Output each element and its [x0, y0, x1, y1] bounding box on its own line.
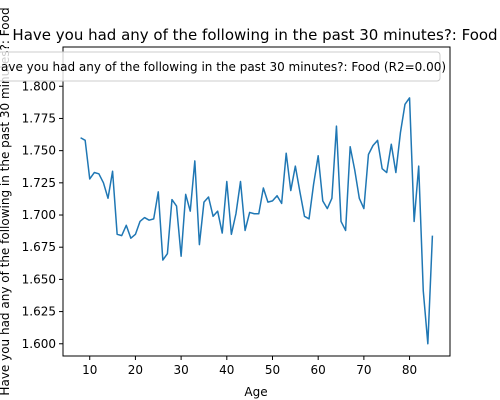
legend: Have you had any of the following in the… — [0, 51, 446, 82]
x-tick-label: 40 — [219, 363, 234, 377]
y-tick-label: 1.725 — [22, 176, 56, 190]
legend-entry: Have you had any of the following in the… — [0, 60, 446, 74]
x-tick-label: 60 — [311, 363, 326, 377]
y-tick-label: 1.775 — [22, 111, 56, 125]
y-tick-label: 1.700 — [22, 208, 56, 222]
x-tick-label: 30 — [173, 363, 188, 377]
x-tick-label: 50 — [265, 363, 280, 377]
x-tick-label: 10 — [82, 363, 97, 377]
y-tick-label: 1.625 — [22, 305, 56, 319]
plot-area — [62, 46, 451, 357]
plot-frame — [62, 46, 451, 357]
y-tick-label: 1.650 — [22, 272, 56, 286]
y-tick-label: 1.750 — [22, 144, 56, 158]
y-axis-label: Have you had any of the following in the… — [0, 7, 12, 395]
x-axis-label: Age — [244, 385, 267, 399]
series-layer — [80, 97, 434, 345]
x-axis: 10 20 30 40 50 60 70 80 — [82, 356, 417, 377]
series-line-0 — [80, 97, 434, 345]
chart-title: Have you had any of the following in the… — [12, 26, 497, 44]
y-tick-label: 1.600 — [22, 337, 56, 351]
y-axis: 1.600 1.625 1.650 1.675 1.700 1.725 1.750 1.775… — [22, 79, 63, 351]
y-tick-label: 1.800 — [22, 79, 56, 93]
x-tick-label: 80 — [402, 363, 417, 377]
x-tick-label: 20 — [128, 363, 143, 377]
x-tick-label: 70 — [356, 363, 371, 377]
legend-box — [0, 51, 441, 82]
y-tick-label: 1.675 — [22, 240, 56, 254]
